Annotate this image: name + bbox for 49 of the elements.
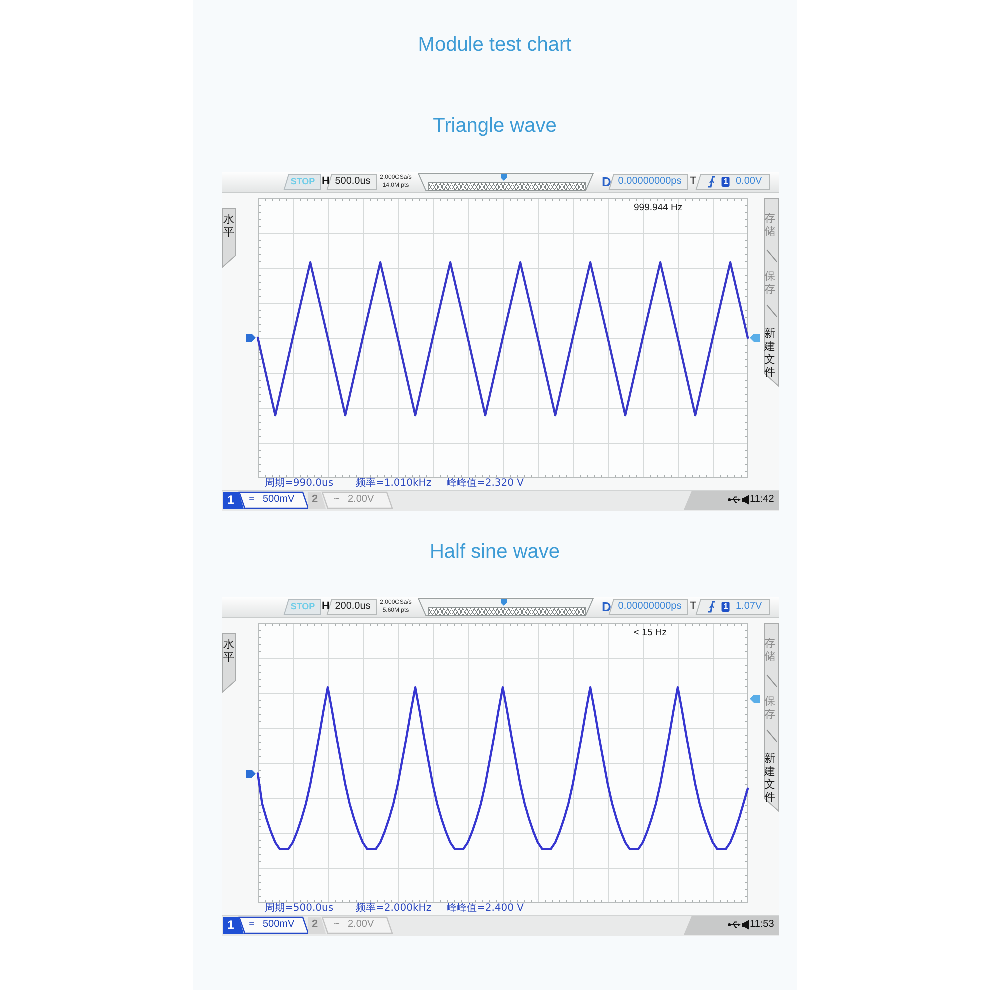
chart-title: Module test chart xyxy=(417,33,573,57)
text: T xyxy=(690,600,697,612)
text: 500mV xyxy=(263,494,295,505)
text: 200.0us xyxy=(335,601,371,612)
text: 保存 xyxy=(764,695,776,721)
chart-title: Half sine wave xyxy=(428,540,562,564)
text: ~ xyxy=(334,919,340,930)
text: 1 xyxy=(228,918,234,932)
text: 11:42 xyxy=(750,494,774,505)
text: = xyxy=(249,494,255,505)
text: 500.0us xyxy=(335,176,371,187)
text: 999.944 Hz xyxy=(634,202,683,213)
text: D xyxy=(602,174,612,190)
annotation: 峰峰值=2.400 V xyxy=(447,903,524,914)
annotation: 频率=2.000kHz xyxy=(356,903,432,914)
text: ~ xyxy=(334,494,340,505)
text: 0.00V xyxy=(736,176,762,187)
annotation: 周期=990.0us xyxy=(265,478,334,489)
text: STOP xyxy=(290,602,316,612)
text: H xyxy=(322,600,330,612)
text: 新建文件 xyxy=(764,752,776,804)
text: 0.00000000ps xyxy=(618,601,682,612)
annotation: 峰峰值=2.320 V xyxy=(447,478,524,489)
text: 1 xyxy=(228,493,234,507)
text: 1 xyxy=(722,602,730,612)
text: 2.00V xyxy=(348,494,374,505)
text: 保存 xyxy=(764,270,776,296)
text: T xyxy=(690,176,697,188)
text: 水平 xyxy=(223,213,235,239)
text: 0.00000000ps xyxy=(618,176,682,187)
chart-subtitle: Triangle wave xyxy=(432,114,558,138)
text: 11:53 xyxy=(750,919,774,930)
text: < 15 Hz xyxy=(634,626,668,638)
text: 1.07V xyxy=(736,601,762,612)
text: 水平 xyxy=(223,638,235,664)
text: 2 xyxy=(312,494,318,506)
text: 2.00V xyxy=(348,919,374,930)
text: 存储 xyxy=(764,637,776,663)
text: STOP xyxy=(290,176,316,186)
text: 存储 xyxy=(764,212,776,238)
text: H xyxy=(322,176,330,188)
text: 新建文件 xyxy=(764,327,776,379)
annotation: 周期=500.0us xyxy=(265,903,334,914)
annotation: 频率=1.010kHz xyxy=(356,478,432,489)
text: 500mV xyxy=(263,919,295,930)
text: 1 xyxy=(722,177,730,187)
text: = xyxy=(249,919,255,930)
text: D xyxy=(602,600,612,614)
text: 2 xyxy=(312,918,318,930)
